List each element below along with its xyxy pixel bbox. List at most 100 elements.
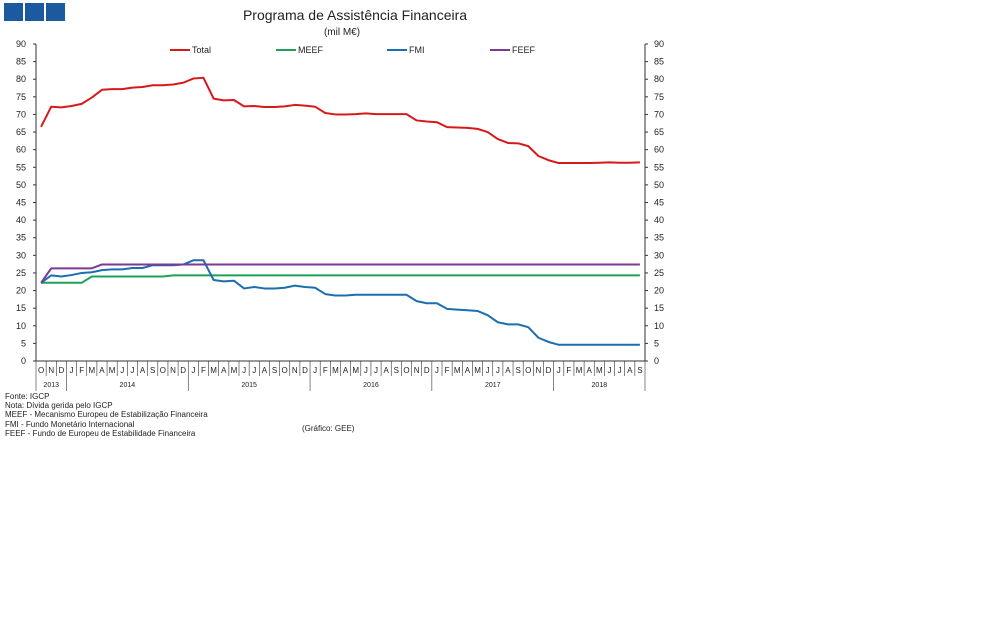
month-label: J xyxy=(607,366,611,375)
month-label: N xyxy=(414,366,420,375)
month-label: J xyxy=(496,366,500,375)
month-label: J xyxy=(252,366,256,375)
y-tick-label-left: 35 xyxy=(16,233,26,243)
y-tick-label-left: 5 xyxy=(21,338,26,348)
year-label: 2014 xyxy=(120,382,136,389)
month-label: A xyxy=(465,366,471,375)
y-tick-label-right: 55 xyxy=(654,162,664,172)
institution-logo-icon xyxy=(4,3,65,21)
month-label: J xyxy=(557,366,561,375)
month-label: M xyxy=(352,366,359,375)
month-label: J xyxy=(435,366,439,375)
y-tick-label-right: 20 xyxy=(654,286,664,296)
month-label: A xyxy=(140,366,146,375)
legend-label-total: Total xyxy=(192,45,211,55)
month-label: N xyxy=(48,366,54,375)
y-tick-label-right: 40 xyxy=(654,215,664,225)
month-label: D xyxy=(546,366,552,375)
month-label: J xyxy=(618,366,622,375)
month-label: M xyxy=(210,366,217,375)
y-tick-label-left: 0 xyxy=(21,356,26,366)
series-line-total xyxy=(40,76,640,165)
month-label: O xyxy=(525,366,531,375)
month-label: J xyxy=(130,366,134,375)
y-tick-label-left: 70 xyxy=(16,109,26,119)
y-tick-label-left: 10 xyxy=(16,321,26,331)
month-label: F xyxy=(566,366,571,375)
series-line-feef xyxy=(40,263,640,284)
y-tick-label-left: 30 xyxy=(16,250,26,260)
month-label: F xyxy=(445,366,450,375)
y-tick-label-left: 20 xyxy=(16,286,26,296)
year-label: 2016 xyxy=(363,382,379,389)
year-label: 2017 xyxy=(485,382,501,389)
y-tick-label-right: 85 xyxy=(654,57,664,67)
month-label: O xyxy=(403,366,409,375)
month-label: M xyxy=(596,366,603,375)
year-label: 2018 xyxy=(592,382,608,389)
legend-label-feef: FEEF xyxy=(512,45,536,55)
month-label: J xyxy=(120,366,124,375)
note-line: FEEF - Fundo de Europeu de Estabilidade … xyxy=(5,428,196,438)
month-label: A xyxy=(99,366,105,375)
chart-notes: Fonte: IGCP Nota: Dívida gerida pelo IGC… xyxy=(5,392,208,438)
month-label: S xyxy=(150,366,155,375)
series-line-fmi xyxy=(40,259,640,346)
legend-label-meef: MEEF xyxy=(298,45,324,55)
month-label: O xyxy=(282,366,288,375)
y-tick-label-right: 30 xyxy=(654,250,664,260)
chart-title: Programa de Assistência Financeira xyxy=(242,7,468,23)
month-label: S xyxy=(394,366,399,375)
month-label: F xyxy=(79,366,84,375)
logo-block xyxy=(4,3,23,21)
note-line: FMI - Fundo Monetário Internacional xyxy=(5,419,135,429)
note-line: Nota: Dívida gerida pelo IGCP xyxy=(5,401,113,411)
month-label: A xyxy=(505,366,511,375)
month-label: O xyxy=(160,366,166,375)
month-label: A xyxy=(627,366,633,375)
month-label: M xyxy=(88,366,95,375)
month-label: M xyxy=(332,366,339,375)
month-label: A xyxy=(262,366,268,375)
month-label: J xyxy=(191,366,195,375)
y-tick-label-left: 15 xyxy=(16,303,26,313)
month-label: M xyxy=(576,366,583,375)
y-tick-label-right: 90 xyxy=(654,39,664,49)
month-label: A xyxy=(384,366,390,375)
month-label: J xyxy=(313,366,317,375)
y-tick-label-left: 40 xyxy=(16,215,26,225)
y-tick-label-left: 25 xyxy=(16,268,26,278)
y-tick-label-left: 65 xyxy=(16,127,26,137)
month-label: J xyxy=(70,366,74,375)
month-label: S xyxy=(515,366,520,375)
y-tick-label-left: 50 xyxy=(16,180,26,190)
month-label: A xyxy=(343,366,349,375)
month-label: A xyxy=(587,366,593,375)
month-label: D xyxy=(58,366,64,375)
month-label: J xyxy=(364,366,368,375)
note-line: Fonte: IGCP xyxy=(5,392,50,401)
month-label: A xyxy=(221,366,227,375)
logo-block xyxy=(25,3,44,21)
year-label: 2015 xyxy=(241,382,257,389)
month-label: M xyxy=(474,366,481,375)
y-tick-label-right: 50 xyxy=(654,180,664,190)
month-label: M xyxy=(109,366,116,375)
month-label: F xyxy=(201,366,206,375)
y-tick-label-right: 80 xyxy=(654,74,664,84)
month-label: D xyxy=(424,366,430,375)
month-label: N xyxy=(292,366,298,375)
y-tick-label-left: 60 xyxy=(16,145,26,155)
month-label: D xyxy=(302,366,308,375)
y-tick-label-left: 45 xyxy=(16,198,26,208)
year-label: 2013 xyxy=(43,382,59,389)
series-line-meef xyxy=(41,274,640,284)
y-tick-label-right: 75 xyxy=(654,92,664,102)
chart-credit: (Gráfico: GEE) xyxy=(302,424,355,433)
y-tick-label-left: 55 xyxy=(16,162,26,172)
y-tick-label-right: 35 xyxy=(654,233,664,243)
month-label: D xyxy=(180,366,186,375)
y-tick-label-right: 10 xyxy=(654,321,664,331)
month-label: S xyxy=(637,366,642,375)
